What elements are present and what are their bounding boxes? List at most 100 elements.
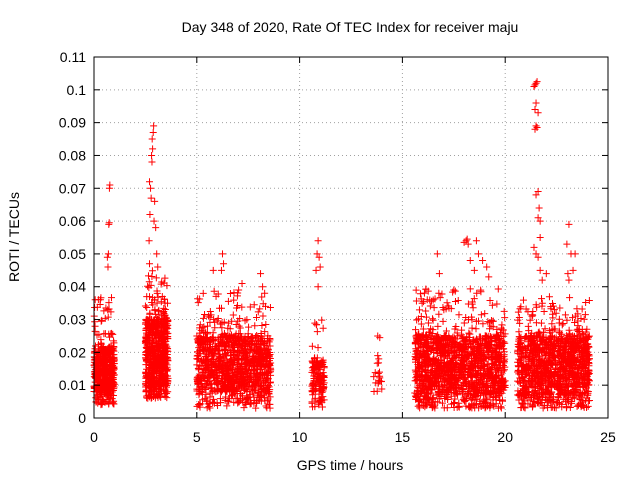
data-point [318, 316, 326, 324]
data-point [159, 352, 167, 360]
data-point [434, 322, 442, 330]
data-point [226, 290, 234, 298]
data-point [100, 307, 108, 315]
data-point [193, 361, 201, 369]
data-point [105, 299, 113, 307]
data-point [153, 289, 161, 297]
data-point [516, 305, 524, 313]
data-point [155, 333, 163, 341]
data-point [262, 402, 270, 410]
data-point [235, 286, 243, 294]
data-point [230, 296, 238, 304]
data-point [443, 299, 451, 307]
data-point [110, 379, 118, 387]
data-point [493, 300, 501, 308]
data-point [370, 387, 378, 395]
data-point [314, 344, 322, 352]
data-point [435, 289, 443, 297]
data-point [150, 375, 158, 383]
data-point [161, 312, 169, 320]
data-point [561, 311, 569, 319]
data-point [144, 282, 152, 290]
data-point [205, 347, 213, 355]
data-point [232, 394, 240, 402]
data-point [416, 290, 424, 298]
data-point [146, 309, 154, 317]
data-point [426, 302, 434, 310]
data-point [455, 311, 463, 319]
data-point [91, 368, 99, 376]
data-point [261, 328, 269, 336]
data-point [224, 297, 232, 305]
data-point [104, 306, 112, 314]
data-point [194, 355, 202, 363]
data-point [524, 322, 532, 330]
data-point [210, 395, 218, 403]
data-point [149, 328, 157, 336]
data-point [216, 320, 224, 328]
data-point [156, 392, 164, 400]
data-point [98, 398, 106, 406]
data-point [373, 359, 381, 367]
data-point [153, 354, 161, 362]
data-point [262, 321, 270, 329]
data-point [225, 319, 233, 327]
data-point [259, 312, 267, 320]
data-point [481, 310, 489, 318]
data-point [201, 311, 209, 319]
data-point [254, 308, 262, 316]
data-point [97, 343, 105, 351]
data-point [100, 330, 108, 338]
data-point [144, 272, 152, 280]
data-point [159, 382, 167, 390]
data-point [148, 272, 156, 280]
data-point [549, 314, 557, 322]
data-point [105, 305, 113, 313]
data-point [106, 395, 114, 403]
data-point [242, 368, 250, 376]
data-point [151, 296, 159, 304]
data-point [251, 322, 259, 330]
data-point [477, 311, 485, 319]
data-point [243, 316, 251, 324]
data-point [194, 299, 202, 307]
data-point [439, 317, 447, 325]
data-point [532, 319, 540, 327]
data-point [142, 380, 150, 388]
data-point [155, 380, 163, 388]
data-point [98, 392, 106, 400]
data-point [99, 359, 107, 367]
data-point [559, 319, 567, 327]
data-point [240, 404, 248, 412]
data-point [155, 348, 163, 356]
data-point [468, 324, 476, 332]
data-point [142, 387, 150, 395]
data-point [440, 404, 448, 412]
data-point [157, 359, 165, 367]
data-point [212, 292, 220, 300]
data-point [96, 355, 104, 363]
data-point [161, 295, 169, 303]
data-point [106, 358, 114, 366]
data-point [92, 374, 100, 382]
data-point [154, 363, 162, 371]
data-point [156, 324, 164, 332]
data-point [151, 307, 159, 315]
data-point [91, 322, 99, 330]
data-point [164, 321, 172, 329]
data-point [108, 347, 116, 355]
data-point [91, 361, 99, 369]
data-point [144, 330, 152, 338]
data-point [519, 296, 527, 304]
data-point [150, 389, 158, 397]
data-point [143, 293, 151, 301]
data-point [107, 355, 115, 363]
data-point [102, 350, 110, 358]
data-point [156, 371, 164, 379]
data-point [101, 377, 109, 385]
data-point [97, 386, 105, 394]
data-point [501, 314, 509, 322]
data-point [104, 368, 112, 376]
data-point [106, 343, 114, 351]
data-point [141, 302, 149, 310]
